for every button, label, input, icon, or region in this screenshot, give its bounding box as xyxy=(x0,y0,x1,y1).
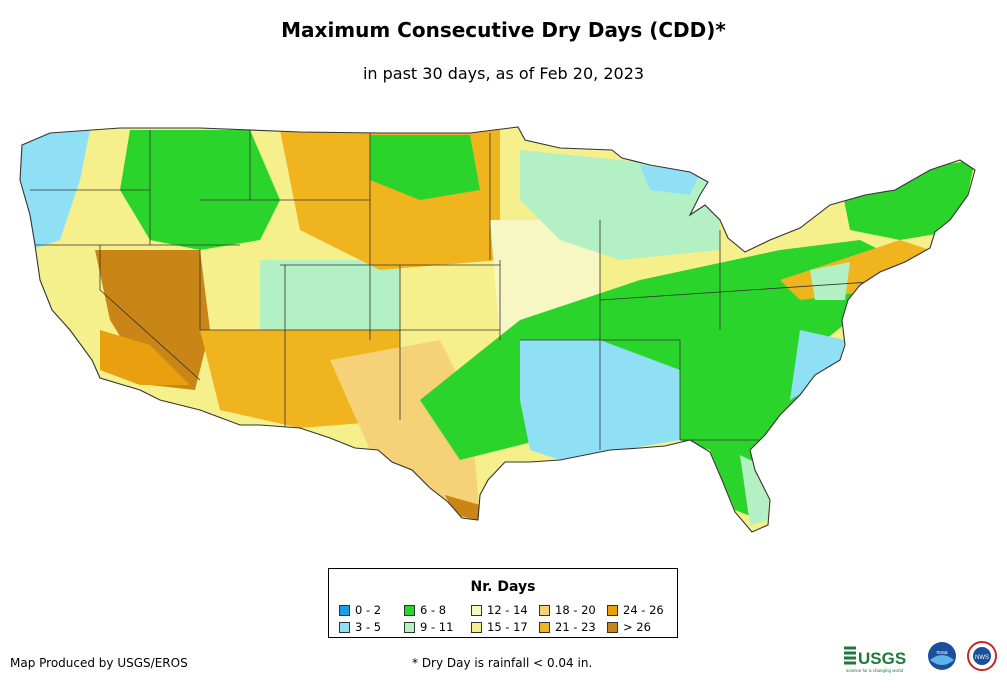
legend-item: 24 - 26 xyxy=(607,603,664,617)
legend-swatch xyxy=(607,604,618,616)
usgs-tagline: science for a changing world xyxy=(846,668,904,673)
legend-swatch xyxy=(404,604,415,616)
legend-swatch xyxy=(471,621,482,633)
legend-label: 3 - 5 xyxy=(355,620,382,634)
legend-label: 9 - 11 xyxy=(420,620,454,634)
legend-swatch xyxy=(539,604,550,616)
usgs-logo: USGS science for a changing world xyxy=(844,646,906,673)
legend-swatch xyxy=(607,621,618,633)
legend-item: 6 - 8 xyxy=(404,603,446,617)
cdd-map xyxy=(19,126,976,533)
legend-item: 0 - 2 xyxy=(339,603,381,617)
usgs-wordmark: USGS xyxy=(858,649,906,668)
legend-item: 21 - 23 xyxy=(539,620,596,634)
legend-label: 12 - 14 xyxy=(487,603,528,617)
legend-label: 21 - 23 xyxy=(555,620,596,634)
map-subtitle: in past 30 days, as of Feb 20, 2023 xyxy=(362,64,645,83)
legend-label: 24 - 26 xyxy=(623,603,664,617)
legend-swatch xyxy=(471,604,482,616)
legend-item: 18 - 20 xyxy=(539,603,596,617)
dry-day-note: * Dry Day is rainfall < 0.04 in. xyxy=(412,656,593,670)
legend-item: > 26 xyxy=(607,620,651,634)
legend-box: Nr. Days 0 - 2 3 - 5 6 - 8 9 - 11 12 - 1… xyxy=(328,568,678,638)
map-credit: Map Produced by USGS/EROS xyxy=(10,656,188,670)
nws-label: NWS xyxy=(975,655,989,661)
noaa-label: noaa xyxy=(936,650,947,656)
legend-item: 12 - 14 xyxy=(471,603,528,617)
agency-logos: USGS science for a changing world noaa N… xyxy=(844,641,997,673)
legend-label: 18 - 20 xyxy=(555,603,596,617)
legend-swatch xyxy=(404,621,415,633)
legend-title: Nr. Days xyxy=(470,579,536,595)
legend-item: 3 - 5 xyxy=(339,620,381,634)
noaa-logo: noaa xyxy=(928,642,956,670)
legend-label: > 26 xyxy=(623,620,651,634)
map-title: Maximum Consecutive Dry Days (CDD)* xyxy=(281,18,726,42)
legend-swatch xyxy=(339,604,350,616)
legend-swatch xyxy=(539,621,550,633)
legend-label: 6 - 8 xyxy=(420,603,447,617)
legend-item: 9 - 11 xyxy=(404,620,453,634)
nws-logo: NWS xyxy=(967,641,997,671)
legend-label: 0 - 2 xyxy=(355,603,382,617)
legend-label: 15 - 17 xyxy=(487,620,528,634)
legend-swatch xyxy=(339,621,350,633)
legend-item: 15 - 17 xyxy=(471,620,528,634)
